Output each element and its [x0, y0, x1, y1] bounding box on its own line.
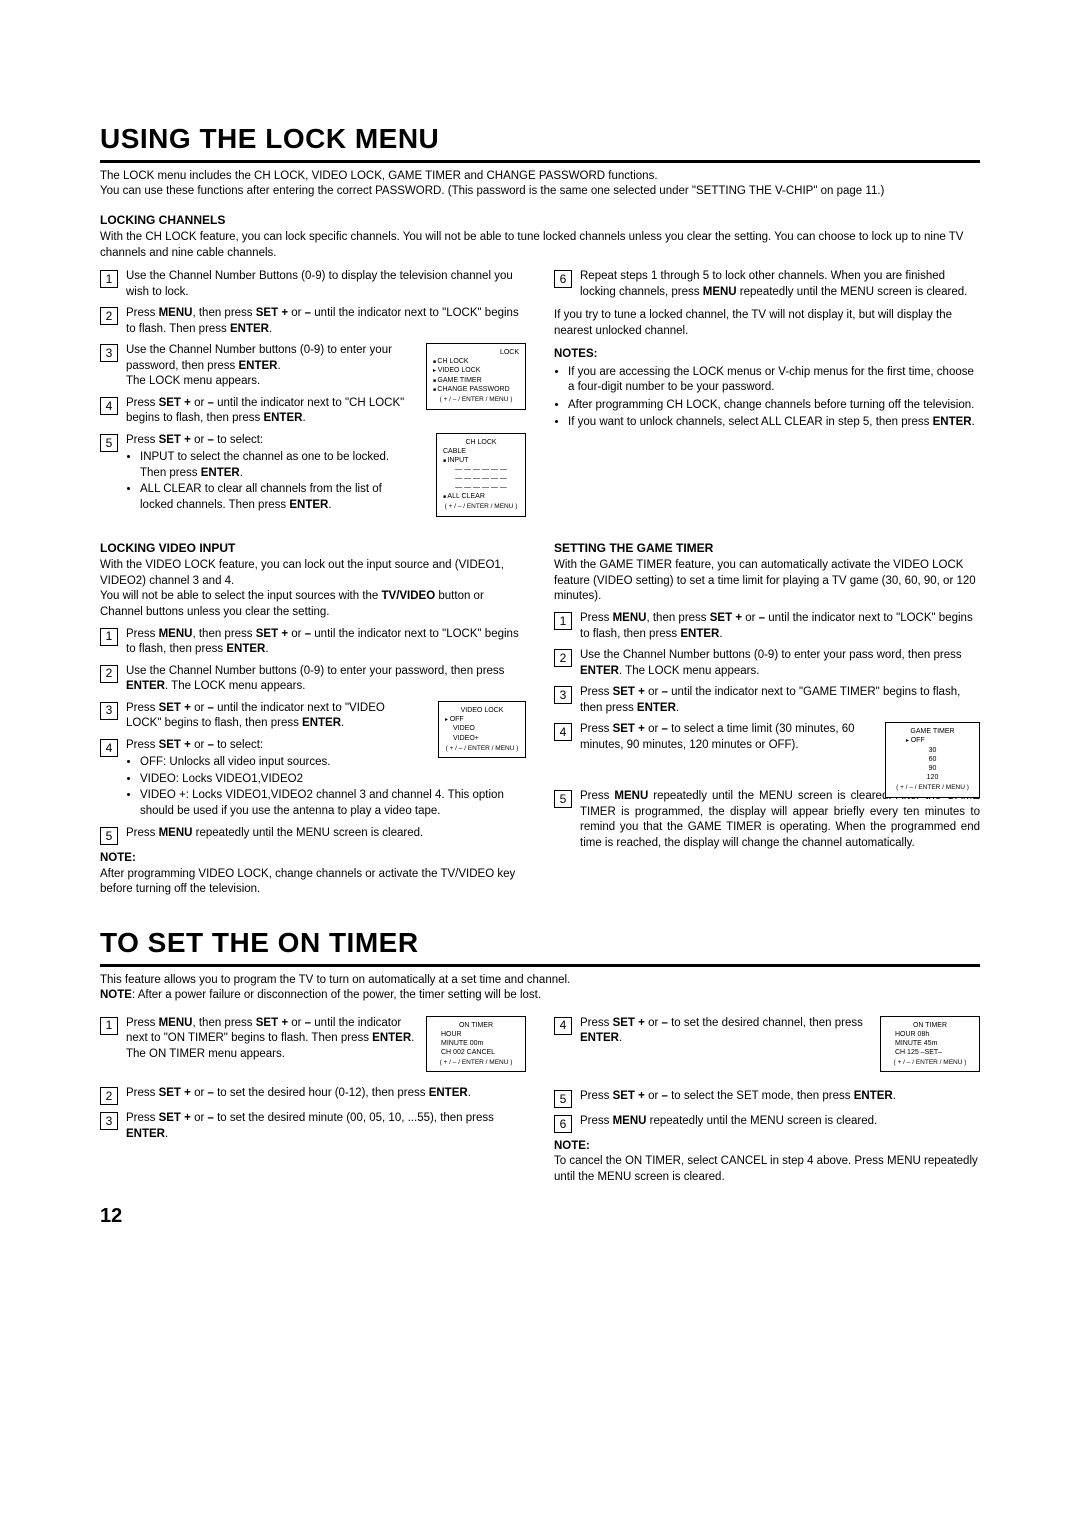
step-num: 5 [554, 790, 572, 808]
step-text: Press MENU repeatedly until the MENU scr… [126, 826, 526, 842]
step-num: 5 [100, 434, 118, 452]
step-text: Press MENU repeatedly until the MENU scr… [580, 789, 980, 851]
step-text: Press MENU repeatedly until the MENU scr… [580, 1114, 980, 1130]
step-num: 6 [554, 270, 572, 288]
step-text: Press SET + or – to select the SET mode,… [580, 1089, 980, 1105]
chlock-diagram: CH LOCK CABLE INPUT — — — — — — — — — — … [436, 433, 526, 517]
step-text: Use the Channel Number buttons (0-9) to … [126, 664, 526, 695]
step-num: 3 [100, 1112, 118, 1130]
step-text: Press MENU, then press SET + or – until … [126, 306, 526, 337]
step-num: 2 [100, 665, 118, 683]
step-num: 5 [100, 827, 118, 845]
step-text: Repeat steps 1 through 5 to lock other c… [580, 269, 980, 300]
step-num: 5 [554, 1090, 572, 1108]
game-timer-head: SETTING THE GAME TIMER [554, 540, 980, 556]
step-num: 3 [554, 686, 572, 704]
ontimer-diagram-2: ON TIMER HOUR 08h MINUTE 45m CH 125 –SET… [880, 1016, 980, 1073]
section-title: TO SET THE ON TIMER [100, 924, 980, 967]
note-head: NOTE: [554, 1139, 980, 1155]
step-num: 2 [100, 1087, 118, 1105]
step-num: 1 [100, 1017, 118, 1035]
step-text: Press MENU, then press SET + or – until … [580, 611, 980, 642]
step-text: Press SET + or – to set the desired hour… [126, 1086, 526, 1102]
step-text: Press SET + or – to set the desired minu… [126, 1111, 526, 1142]
section-title: USING THE LOCK MENU [100, 120, 980, 163]
intro-text: This feature allows you to program the T… [100, 973, 980, 1004]
lock-menu-diagram: LOCK CH LOCK VIDEO LOCK GAME TIMER CHANG… [426, 343, 526, 410]
mid-text: If you try to tune a locked channel, the… [554, 308, 980, 339]
locking-video-head: LOCKING VIDEO INPUT [100, 540, 526, 556]
step-num: 6 [554, 1115, 572, 1133]
step-num: 1 [100, 270, 118, 288]
locking-video-desc: With the VIDEO LOCK feature, you can loc… [100, 558, 526, 620]
step-num: 3 [100, 702, 118, 720]
gametimer-diagram: GAME TIMER OFF 30 60 90 120 ( + / – / EN… [885, 722, 980, 798]
step-num: 4 [100, 739, 118, 757]
ontimer-diagram-1: ON TIMER HOUR MINUTE 00m CH 002 CANCEL (… [426, 1016, 526, 1073]
step-num: 4 [100, 397, 118, 415]
step-text: Press MENU, then press SET + or – until … [126, 627, 526, 658]
step-text: Use the Channel Number Buttons (0-9) to … [126, 269, 526, 300]
step-num: 1 [100, 628, 118, 646]
step-num: 2 [554, 649, 572, 667]
step-num: 4 [554, 723, 572, 741]
note-body: After programming VIDEO LOCK, change cha… [100, 867, 526, 898]
page-number: 12 [100, 1203, 980, 1230]
note-body: To cancel the ON TIMER, select CANCEL in… [554, 1154, 980, 1185]
locking-channels-head: LOCKING CHANNELS [100, 212, 980, 228]
step-text: Press SET + or – until the indicator nex… [580, 685, 980, 716]
step-num: 3 [100, 344, 118, 362]
videolock-diagram: VIDEO LOCK OFF VIDEO VIDEO+ ( + / – / EN… [438, 701, 526, 759]
notes-list: If you are accessing the LOCK menus or V… [568, 365, 980, 431]
step-num: 4 [554, 1017, 572, 1035]
step-num: 2 [100, 307, 118, 325]
intro-text: The LOCK menu includes the CH LOCK, VIDE… [100, 169, 980, 200]
step-num: 1 [554, 612, 572, 630]
game-timer-desc: With the GAME TIMER feature, you can aut… [554, 558, 980, 605]
note-head: NOTE: [100, 851, 526, 867]
locking-channels-desc: With the CH LOCK feature, you can lock s… [100, 230, 980, 261]
step-text: Use the Channel Number buttons (0-9) to … [580, 648, 980, 679]
notes-head: NOTES: [554, 347, 980, 363]
